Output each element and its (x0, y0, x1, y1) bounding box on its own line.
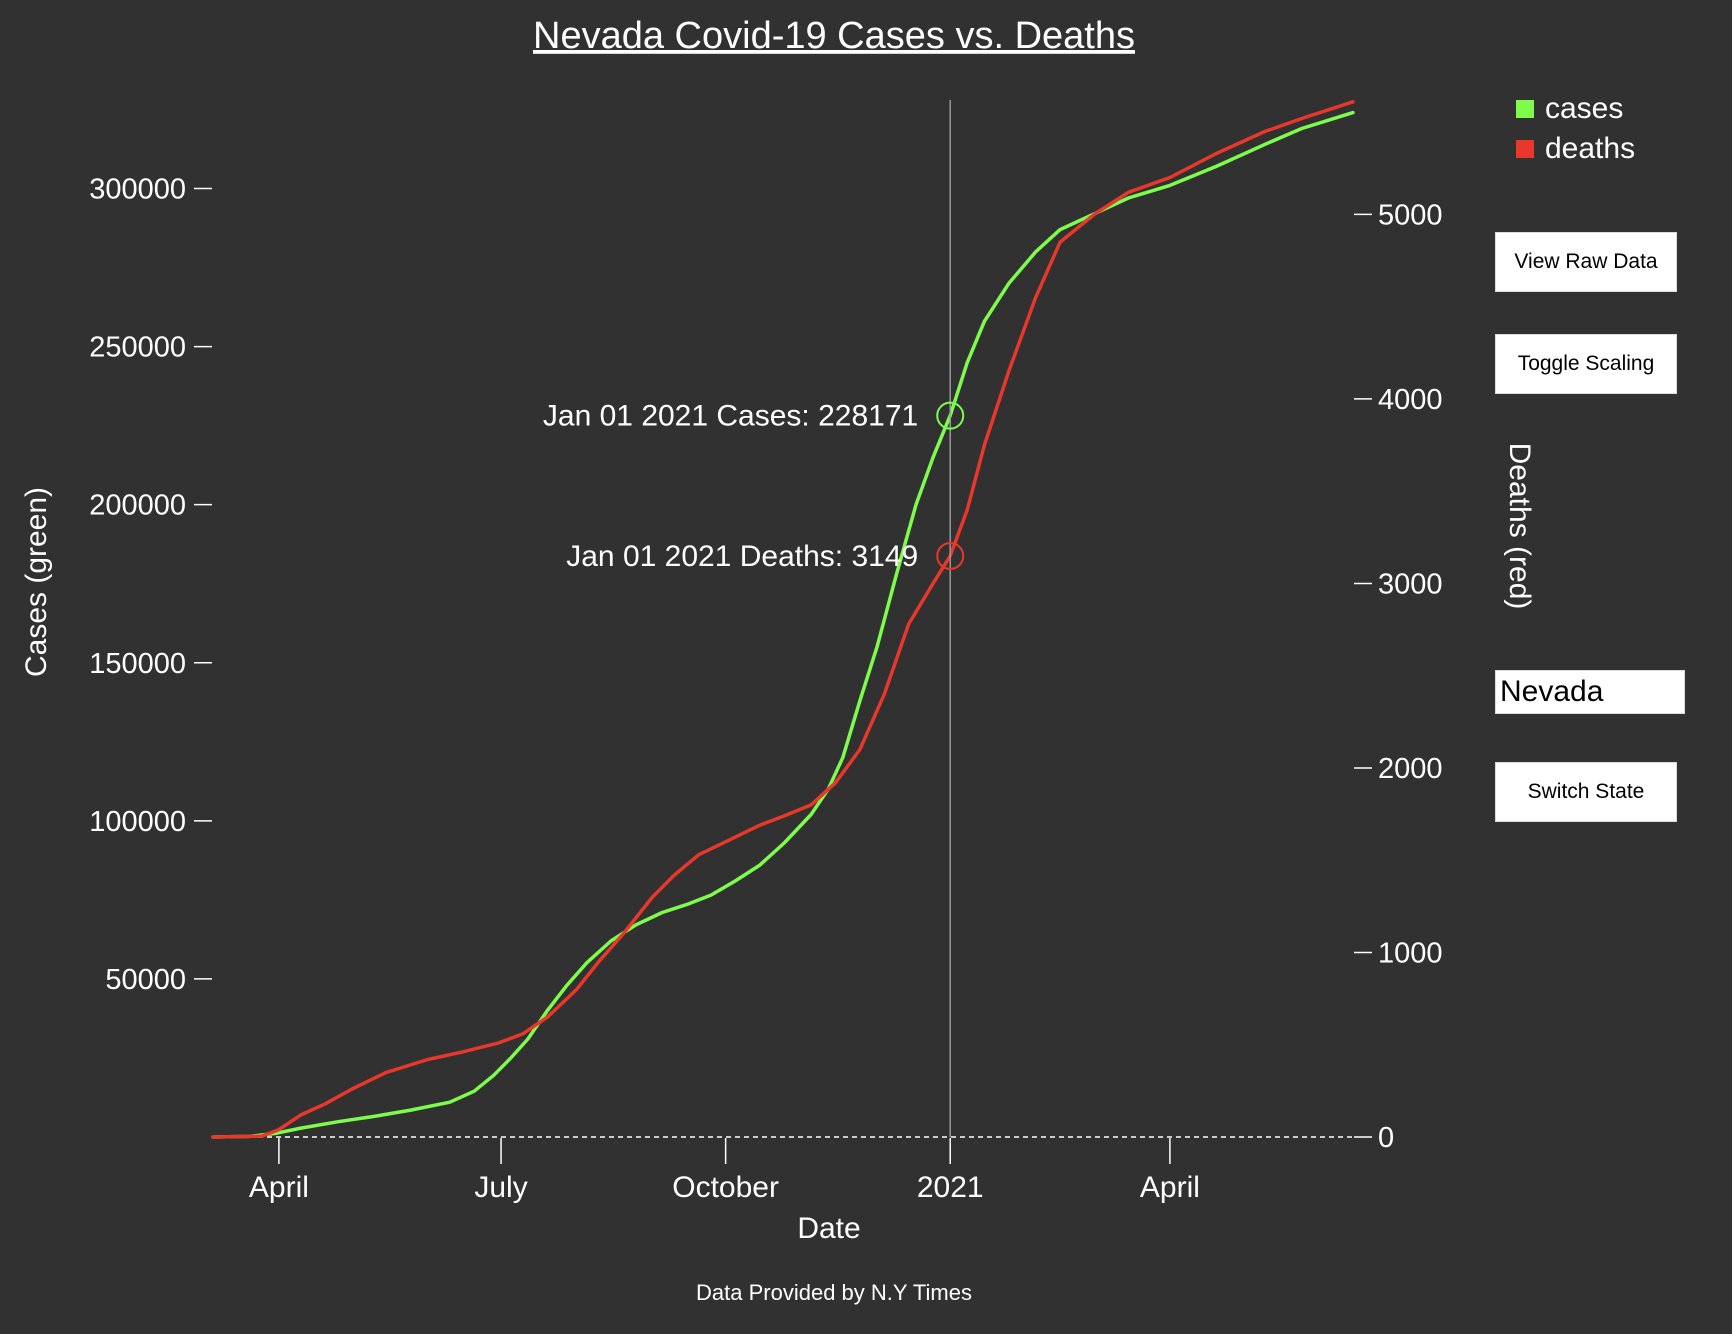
toggle-scaling-button[interactable]: Toggle Scaling (1495, 334, 1677, 394)
y-tick-label-right: 2000 (1378, 753, 1443, 785)
x-axis: April July October 2021 April (249, 1138, 1200, 1204)
x-axis-label: Date (797, 1212, 860, 1245)
x-tick-label: April (1140, 1171, 1200, 1204)
series-line-deaths (211, 100, 1355, 1139)
view-raw-data-button[interactable]: View Raw Data (1495, 232, 1677, 292)
left-axis: 50000 100000 150000 200000 250000 300000 (89, 174, 212, 996)
x-tick-label: July (474, 1171, 527, 1204)
legend: cases deaths (1516, 92, 1635, 165)
series-lines (211, 100, 1355, 1139)
hover-label-deaths: Jan 01 2021 Deaths: 3149 (566, 540, 918, 573)
y-tick-label-right: 1000 (1378, 937, 1443, 969)
y-tick-label-left: 200000 (89, 490, 186, 522)
y-tick-label-right: 5000 (1378, 199, 1443, 231)
series-line-cases (211, 110, 1355, 1139)
x-tick-label: April (249, 1171, 309, 1204)
y-tick-label-left: 50000 (105, 964, 186, 996)
y-tick-label-right: 4000 (1378, 384, 1443, 416)
hover-marker-cases (936, 401, 965, 430)
right-axis: 0 1000 2000 3000 4000 5000 (1354, 199, 1443, 1154)
y-tick-label-right: 0 (1378, 1122, 1394, 1154)
y-axis-label-left: Cases (green) (20, 487, 53, 677)
hover-label-cases: Jan 01 2021 Cases: 228171 (543, 400, 918, 433)
footer-credit: Data Provided by N.Y Times (696, 1280, 972, 1305)
state-input[interactable] (1495, 670, 1685, 714)
y-axis-label-right: Deaths (red) (1503, 443, 1536, 610)
y-tick-label-left: 300000 (89, 174, 186, 206)
legend-label-cases: cases (1545, 92, 1623, 125)
x-tick-label: 2021 (917, 1171, 984, 1204)
y-tick-label-left: 100000 (89, 806, 186, 838)
switch-state-button[interactable]: Switch State (1495, 762, 1677, 822)
legend-swatch-cases (1516, 100, 1534, 118)
hover-annotations: Jan 01 2021 Cases: 228171 Jan 01 2021 Dea… (543, 100, 965, 1137)
y-tick-label-left: 150000 (89, 648, 186, 680)
y-tick-label-right: 3000 (1378, 568, 1443, 600)
chart-title: Nevada Covid-19 Cases vs. Deaths (533, 15, 1135, 57)
legend-label-deaths: deaths (1545, 132, 1635, 165)
y-tick-label-left: 250000 (89, 332, 186, 364)
x-tick-label: October (672, 1171, 779, 1204)
hover-marker-deaths (936, 541, 965, 570)
legend-swatch-deaths (1516, 140, 1534, 158)
